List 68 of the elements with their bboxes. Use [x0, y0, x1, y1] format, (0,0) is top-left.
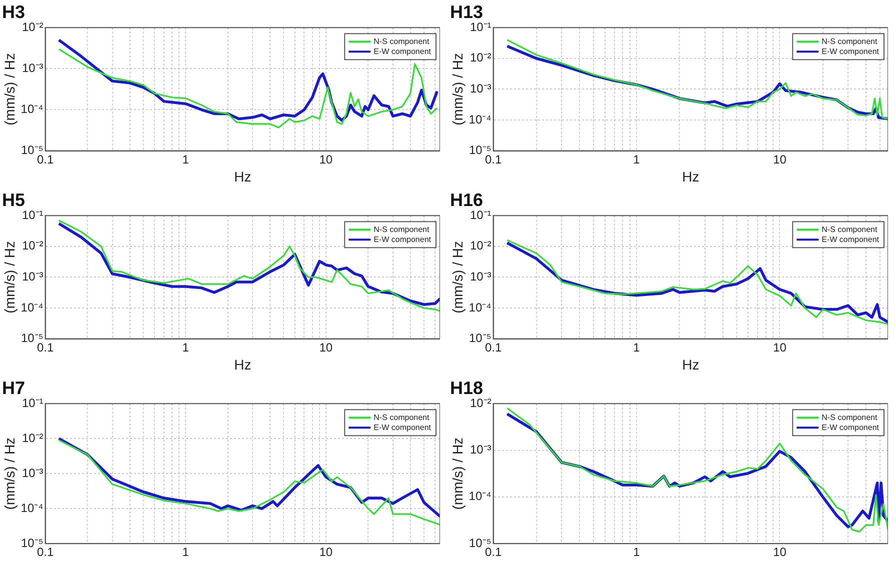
x-tick-label: 1 [633, 152, 640, 166]
legend-label: N-S component [374, 224, 430, 234]
chart-title: H16 [450, 190, 484, 210]
x-tick-label: 1 [633, 545, 640, 560]
x-axis-title: Hz [234, 168, 252, 184]
legend-label: E-W component [822, 46, 880, 56]
y-tick-label: 10⁻² [22, 20, 44, 34]
y-tick-label: 10⁻² [470, 50, 492, 65]
x-tick-label: 0.1 [36, 340, 54, 354]
x-tick-label: 10 [773, 545, 787, 560]
x-tick-label: 0.1 [484, 340, 502, 354]
chart-title: H13 [450, 2, 484, 22]
x-axis-title: Hz [234, 356, 252, 372]
y-axis-title: (mm/s) / Hz [1, 53, 18, 126]
y-axis-title: (mm/s) / Hz [449, 53, 466, 126]
legend-label: E-W component [374, 46, 432, 56]
x-axis-title: Hz [682, 356, 700, 372]
y-tick-label: 10⁻² [470, 396, 492, 410]
chart-title: H18 [450, 378, 484, 398]
x-tick-label: 1 [182, 340, 190, 354]
chart-title: H5 [2, 190, 26, 210]
legend-label: E-W component [822, 422, 880, 432]
legend-label: N-S component [822, 36, 878, 46]
x-tick-label: 0.1 [36, 152, 54, 166]
x-tick-label: 0.1 [484, 545, 502, 560]
legend-label: E-W component [374, 422, 432, 432]
y-tick-label: 10⁻¹ [22, 208, 44, 222]
y-tick-label: 10⁻³ [22, 466, 44, 480]
y-axis-title: (mm/s) / Hz [1, 241, 18, 314]
chart-title: H7 [2, 378, 26, 398]
y-tick-label: 10⁻³ [22, 60, 44, 75]
x-tick-label: 10 [773, 340, 787, 354]
y-tick-label: 10⁻¹ [470, 20, 492, 34]
legend-label: N-S component [374, 412, 430, 422]
x-tick-label: 10 [773, 152, 787, 166]
y-tick-label: 10⁻¹ [22, 396, 44, 410]
y-axis-title: (mm/s) / Hz [449, 241, 466, 314]
y-tick-label: 10⁻² [22, 238, 44, 253]
legend-label: E-W component [822, 234, 880, 244]
x-tick-label: 1 [633, 340, 640, 354]
chart-title: H3 [2, 2, 26, 22]
y-tick-label: 10⁻⁴ [468, 112, 492, 126]
x-tick-label: 10 [319, 152, 333, 166]
legend-label: N-S component [822, 412, 878, 422]
y-tick-label: 10⁻⁴ [20, 300, 44, 314]
y-tick-label: 10⁻³ [22, 270, 44, 284]
y-tick-label: 10⁻³ [470, 82, 492, 96]
y-axis-title: (mm/s) / Hz [1, 437, 18, 510]
legend-label: N-S component [822, 224, 878, 234]
x-tick-label: 10 [319, 545, 333, 560]
y-tick-label: 10⁻¹ [470, 208, 492, 222]
x-tick-label: 1 [182, 545, 190, 560]
x-tick-label: 1 [182, 152, 190, 166]
x-axis-title: Hz [682, 168, 700, 184]
x-tick-label: 0.1 [36, 545, 54, 560]
y-axis-title: (mm/s) / Hz [449, 437, 466, 510]
y-tick-label: 10⁻² [22, 430, 44, 445]
x-tick-label: 10 [319, 340, 333, 354]
y-tick-label: 10⁻⁴ [20, 102, 44, 116]
legend-label: N-S component [374, 36, 430, 46]
y-tick-label: 10⁻⁴ [468, 489, 492, 504]
y-tick-label: 10⁻³ [470, 270, 492, 284]
y-tick-label: 10⁻³ [470, 442, 492, 457]
y-tick-label: 10⁻² [470, 238, 492, 253]
y-tick-label: 10⁻⁴ [468, 300, 492, 314]
y-tick-label: 10⁻⁴ [20, 500, 44, 515]
x-tick-label: 0.1 [484, 152, 502, 166]
legend-label: E-W component [374, 234, 432, 244]
